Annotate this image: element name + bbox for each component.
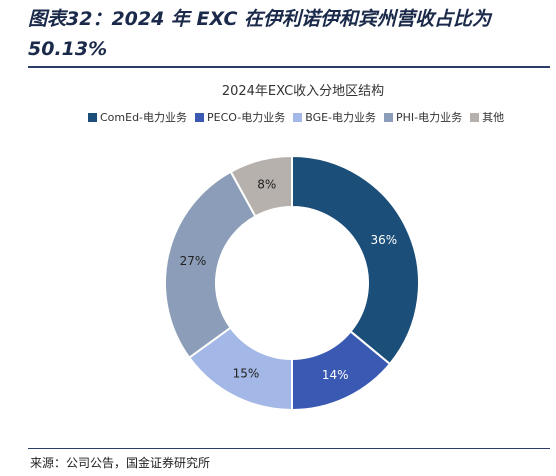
- donut-chart: 36% 14% 15% 27% 8%: [164, 154, 420, 412]
- donut-slice: [291, 154, 420, 366]
- figure-title: 图表32：2024 年 EXC 在伊利诺伊和宾州营收占比为 50.13%: [28, 8, 492, 60]
- bottom-divider: [28, 448, 550, 449]
- legend-label: PECO-电力业务: [207, 111, 286, 124]
- legend-swatch: [88, 112, 97, 122]
- slice-value-label: 36%: [371, 233, 398, 247]
- legend-label: PHI-电力业务: [396, 111, 463, 124]
- legend-item: BGE-电力业务: [293, 109, 376, 125]
- slice-value-label: 27%: [180, 254, 207, 268]
- legend-item: ComEd-电力业务: [88, 109, 187, 125]
- slice-value-label: 14%: [322, 368, 349, 382]
- donut-slice: [164, 170, 257, 360]
- legend-item: PECO-电力业务: [195, 109, 285, 125]
- legend-swatch: [384, 112, 394, 122]
- legend-label: BGE-电力业务: [305, 111, 377, 124]
- legend-label: ComEd-电力业务: [100, 111, 188, 124]
- slice-value-label: 15%: [233, 366, 260, 380]
- legend-swatch: [195, 112, 205, 122]
- legend-swatch: [470, 112, 480, 122]
- source-note: 来源：公司公告，国金证券研究所: [30, 456, 211, 470]
- donut-slice: [229, 154, 293, 218]
- legend-swatch: [293, 112, 303, 122]
- chart-title: 2024年EXC收入分地区结构: [221, 84, 385, 99]
- legend-label: 其他: [482, 111, 505, 124]
- legend-item: 其他: [470, 109, 504, 125]
- chart-area: 2024年EXC收入分地区结构 ComEd-电力业务 PECO-电力业务 BGE-电…: [58, 74, 548, 446]
- slice-value-label: 8%: [257, 178, 276, 192]
- legend-item: PHI-电力业务: [384, 109, 462, 125]
- chart-legend: ComEd-电力业务 PECO-电力业务 BGE-电力业务 PHI-电力业务 其他: [88, 108, 548, 126]
- top-divider: [28, 66, 550, 68]
